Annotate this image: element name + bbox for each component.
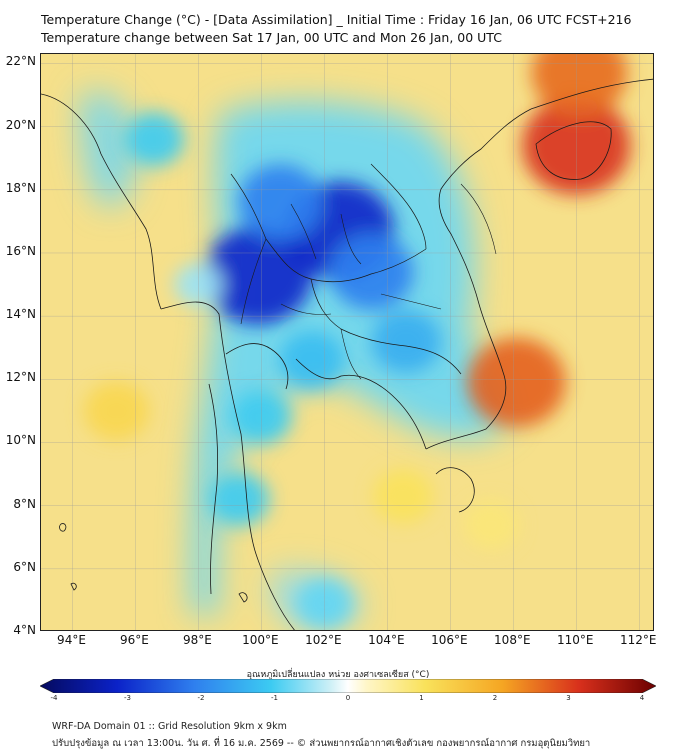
longitude-label: 108°E: [494, 633, 531, 647]
colorbar-scale: [40, 679, 656, 693]
map-title: Temperature Change (°C) - [Data Assimila…: [41, 12, 632, 27]
cold-anomaly: [279, 331, 345, 390]
cold-anomaly: [124, 112, 185, 167]
map-panel: [40, 53, 654, 631]
colorbar-tick-label: -1: [271, 694, 278, 702]
latitude-label: 12°N: [5, 370, 36, 385]
latitude-label: 18°N: [5, 180, 36, 195]
longitude-label: 106°E: [431, 633, 468, 647]
colorbar-tick-label: 4: [639, 694, 645, 702]
latitude-label: 20°N: [5, 117, 36, 132]
longitude-label: 102°E: [305, 633, 342, 647]
colorbar: [40, 679, 656, 693]
graticule: [41, 54, 653, 630]
latitude-label: 6°N: [13, 559, 36, 574]
colorbar-tick-label: 1: [419, 694, 424, 702]
longitude-label: 112°E: [620, 633, 657, 647]
model-info: WRF-DA Domain 01 :: Grid Resolution 9km …: [52, 721, 287, 732]
latitude-label: 22°N: [5, 54, 36, 69]
cold-anomaly: [238, 164, 323, 241]
longitude-label: 110°E: [557, 633, 594, 647]
latitude-label: 8°N: [13, 496, 36, 511]
latitude-label: 4°N: [13, 623, 36, 637]
coastlines-and-borders: [41, 78, 653, 630]
longitude-label: 98°E: [182, 633, 212, 647]
cold-anomaly: [204, 226, 313, 325]
warm-anomaly: [84, 381, 149, 441]
latitude-label: 16°N: [5, 243, 36, 258]
latitude-label: 10°N: [5, 433, 36, 448]
latitude-label: 14°N: [5, 307, 36, 322]
warm-anomaly: [467, 337, 566, 428]
cold-anomaly: [209, 472, 270, 527]
longitude-label: 100°E: [242, 633, 279, 647]
colorbar-tick-label: -2: [197, 694, 205, 702]
cold-anomaly: [371, 310, 442, 373]
anomaly-field: [79, 54, 631, 630]
longitude-label: 104°E: [368, 633, 405, 647]
colorbar-tick-label: 2: [492, 694, 498, 702]
map-subtitle: Temperature change between Sat 17 Jan, 0…: [41, 30, 502, 45]
cold-anomaly: [329, 233, 414, 310]
colorbar-tick-label: 3: [566, 694, 571, 702]
temperature-change-map: [41, 54, 653, 630]
credit-line: ปรับปรุงข้อมูล ณ เวลา 13:00น. วัน ศ. ที่…: [52, 738, 591, 749]
colorbar-title: อุณหภูมิเปลี่ยนแปลง หน่วย องศาเซลเซียส (…: [246, 670, 430, 680]
longitude-label: 94°E: [57, 633, 86, 647]
warm-anomaly: [463, 499, 519, 550]
colorbar-tick-label: 0: [345, 694, 351, 702]
colorbar-tick-label: -4: [50, 694, 58, 702]
longitude-label: 96°E: [120, 633, 149, 647]
warm-anomaly: [373, 469, 434, 524]
colorbar-tick-label: -3: [124, 694, 131, 702]
